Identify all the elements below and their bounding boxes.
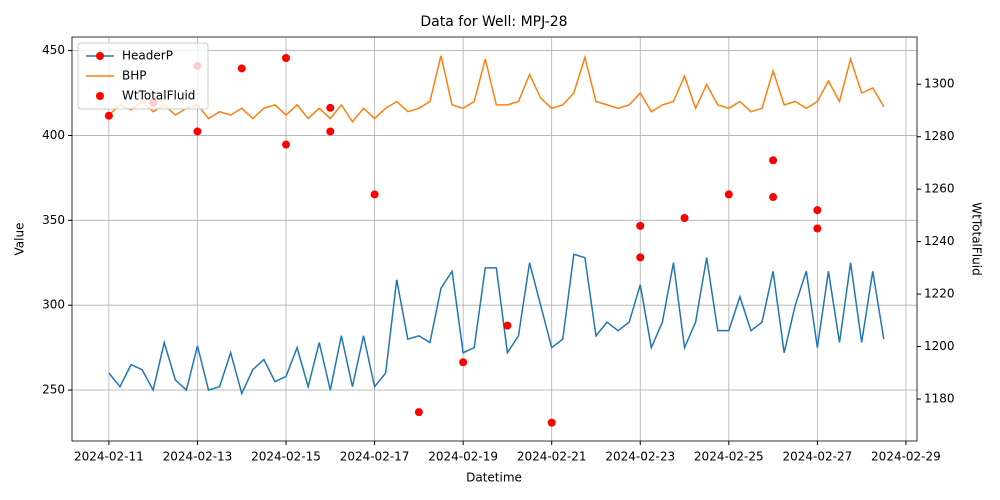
y2-tick-label: 1240 [924,234,955,248]
legend-label: WtTotalFluid [122,89,195,103]
scatter-point [813,224,822,233]
scatter-point [326,103,335,112]
y-tick-label: 300 [42,298,65,312]
legend-label: BHP [122,69,147,83]
scatter-point [282,53,291,62]
y2-tick-label: 1180 [924,392,955,406]
y2-axis-label: WtTotalFluid [970,202,984,275]
scatter-point [724,190,733,199]
y2-tick-label: 1260 [924,182,955,196]
y-axis-label: Value [13,223,27,256]
scatter-point [414,408,423,417]
x-tick-label: 2024-02-17 [340,450,410,464]
x-tick-label: 2024-02-19 [428,450,498,464]
y-tick-label: 250 [42,383,65,397]
y-tick-label: 350 [42,213,65,227]
line-series [108,54,885,124]
y-tick-label: 450 [42,43,65,57]
x-tick-label: 2024-02-27 [782,450,852,464]
chart-title: Data for Well: MPJ-28 [420,14,567,30]
legend-box [77,42,209,110]
x-axis-label: Datetime [466,471,522,485]
scatter-point [104,111,113,120]
legend: HeaderP BHP WtTotalFluid [77,42,209,110]
scatter-point [193,127,202,136]
scatter-point [326,127,335,136]
scatter-point [636,253,645,262]
scatter-point [636,221,645,230]
scatter-point [503,321,512,330]
scatter-point [237,64,246,73]
line-series [108,253,885,396]
x-tick-label: 2024-02-13 [163,450,233,464]
plot-frame [71,36,918,442]
x-tick-label: 2024-02-21 [517,450,587,464]
y2-tick-label: 1200 [924,339,955,353]
x-tick-label: 2024-02-15 [251,450,321,464]
scatter-point [680,214,689,223]
scatter-point [459,358,468,367]
legend-marker [96,52,104,60]
y2-tick-label: 1220 [924,287,955,301]
scatter-point [370,190,379,199]
y2-tick-label: 1280 [924,129,955,143]
legend-label: HeaderP [122,49,173,63]
scatter-point [282,140,291,149]
scatter-point [769,193,778,202]
scatter-point [769,156,778,165]
x-tick-label: 2024-02-29 [871,450,941,464]
x-tick-label: 2024-02-25 [694,450,764,464]
y-tick-label: 400 [42,128,65,142]
x-tick-label: 2024-02-11 [74,450,144,464]
scatter-point [547,418,556,427]
legend-marker [96,92,104,100]
scatter-point [813,206,822,215]
x-tick-label: 2024-02-23 [605,450,675,464]
y2-tick-label: 1300 [924,77,955,91]
